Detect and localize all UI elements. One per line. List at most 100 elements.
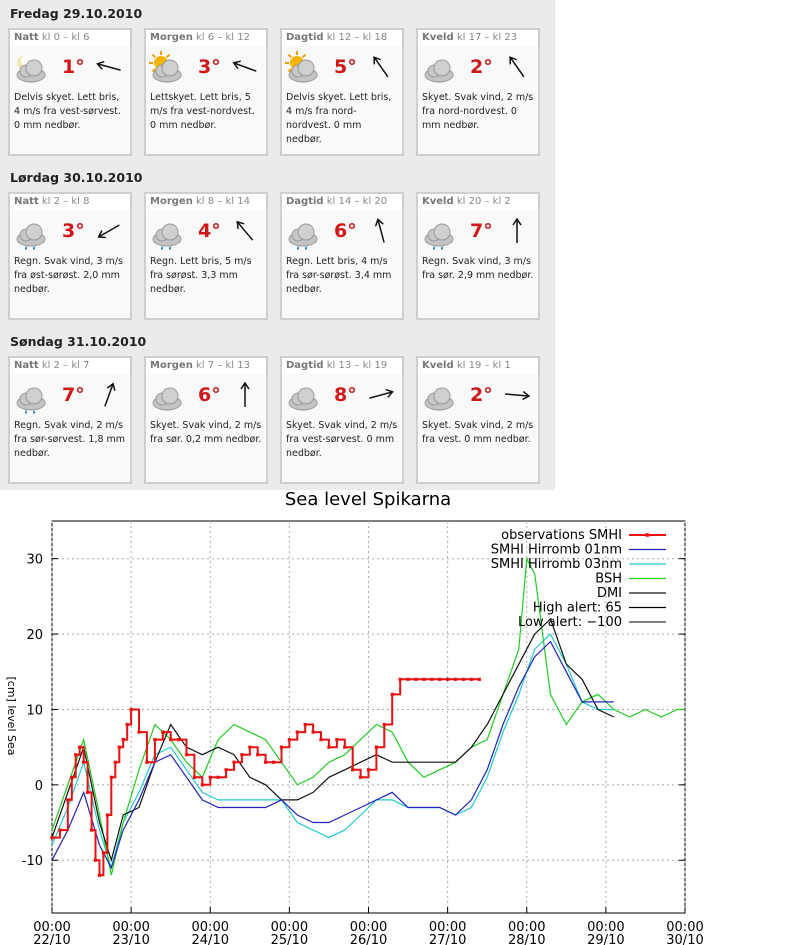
temperature: 7° <box>470 220 493 242</box>
legend-label: BSH <box>595 572 622 587</box>
data-point <box>169 738 173 742</box>
data-point <box>89 828 94 832</box>
rain-cloud-icon <box>148 214 186 252</box>
x-tick-time: 00:00 <box>271 920 308 935</box>
legend-marker <box>645 533 650 537</box>
data-point <box>121 738 125 742</box>
data-point <box>74 753 78 757</box>
period-name: Dagtid <box>286 360 324 371</box>
data-point <box>390 692 394 696</box>
data-point <box>137 730 141 734</box>
temperature: 1° <box>62 56 85 78</box>
wind-arrow-icon <box>366 380 396 410</box>
x-tick-time: 00:00 <box>350 920 387 935</box>
period-header: Kveld kl 19 – kl 1 <box>418 358 538 374</box>
y-tick-label: 0 <box>35 779 43 794</box>
cloud-icon <box>284 378 322 416</box>
data-point <box>86 790 90 794</box>
forecast-description: Regn. Lett bris, 5 m/s fra sørøst. 3,3 m… <box>150 256 252 295</box>
y-axis-label: [cm] level Sea <box>5 677 18 756</box>
data-point <box>271 760 276 764</box>
forecast-description: Skyet. Svak vind, 2 m/s fra sør. 0,2 mm … <box>150 420 262 445</box>
temperature: 6° <box>334 220 357 242</box>
forecast-description: Lettskyet. Lett bris, 5 m/s fra vest-nor… <box>150 92 255 131</box>
x-tick-time: 00:00 <box>429 920 466 935</box>
forecast-card: Kveld kl 19 – kl 1 2° Skyet. Svak vind, 2 … <box>416 356 540 484</box>
x-tick-date: 26/10 <box>350 933 387 945</box>
wind-arrow-icon <box>366 216 396 246</box>
period-time: kl 14 – kl 20 <box>326 196 388 207</box>
data-point <box>398 677 402 681</box>
data-point <box>382 722 386 727</box>
day-title: Lørdag 30.10.2010 <box>10 170 143 185</box>
period-name: Natt <box>14 32 39 43</box>
y-tick-label: 20 <box>26 628 43 643</box>
period-time: kl 20 – kl 2 <box>456 196 511 207</box>
forecast-card: Kveld kl 17 – kl 23 2° Skyet. Svak vind, 2… <box>416 28 540 156</box>
data-point <box>446 677 450 681</box>
data-point <box>153 738 157 742</box>
data-point <box>311 730 315 734</box>
period-time: kl 0 – kl 6 <box>41 32 90 43</box>
forecast-description: Delvis skyet. Lett bris, 4 m/s fra nord-… <box>286 92 392 145</box>
wind-arrow-icon <box>94 52 124 82</box>
period-name: Morgen <box>150 32 193 43</box>
data-point <box>422 677 426 681</box>
rain-cloud-icon <box>420 214 458 252</box>
data-point <box>184 753 189 757</box>
legend-label: High alert: 65 <box>533 601 622 616</box>
data-point <box>406 677 410 681</box>
period-header: Dagtid kl 14 – kl 20 <box>282 194 402 210</box>
period-name: Natt <box>14 196 39 207</box>
forecast-description: Regn. Svak vind, 2 m/s fra sør-sørvest. … <box>14 420 126 459</box>
data-point <box>240 753 244 757</box>
forecast-description: Regn. Lett bris, 4 m/s fra sør-sørøst. 3… <box>286 256 392 295</box>
wind-arrow-icon <box>502 380 532 410</box>
day-title: Søndag 31.10.2010 <box>10 334 147 349</box>
data-point <box>358 775 363 779</box>
chart-title: Sea level Spikarna <box>285 489 451 510</box>
data-point <box>469 677 473 681</box>
x-tick-time: 00:00 <box>666 920 703 935</box>
period-time: kl 7 – kl 13 <box>196 360 250 371</box>
period-header: Dagtid kl 12 – kl 18 <box>282 30 402 46</box>
legend-label: SMHI Hirromb 03nm <box>491 557 622 572</box>
temperature: 8° <box>334 384 357 406</box>
period-header: Morgen kl 7 – kl 13 <box>146 358 266 374</box>
period-time: kl 6 – kl 12 <box>196 32 250 43</box>
period-header: Natt kl 2 – kl 7 <box>10 358 130 374</box>
data-point <box>414 677 418 681</box>
temperature: 3° <box>198 56 221 78</box>
data-point <box>256 753 260 757</box>
series-line <box>51 617 615 863</box>
data-point <box>70 775 74 779</box>
cloud-icon <box>420 378 458 416</box>
data-point <box>82 760 86 764</box>
day-title: Fredag 29.10.2010 <box>10 6 143 21</box>
data-point <box>66 798 70 802</box>
series-line <box>52 678 480 877</box>
period-header: Morgen kl 8 – kl 14 <box>146 194 266 210</box>
y-tick-label: -10 <box>22 854 43 869</box>
wind-arrow-icon <box>230 52 260 82</box>
data-point <box>477 677 481 681</box>
temperature: 7° <box>62 384 85 406</box>
data-point <box>50 836 54 840</box>
legend-label: Low alert: −100 <box>518 615 622 630</box>
forecast-description: Skyet. Svak vind, 2 m/s fra vest-sørvest… <box>286 420 398 459</box>
data-point <box>343 745 347 749</box>
period-name: Kveld <box>422 32 454 43</box>
x-tick-date: 28/10 <box>508 933 545 945</box>
wind-arrow-icon <box>94 216 124 246</box>
x-tick-date: 27/10 <box>429 933 466 945</box>
period-time: kl 8 – kl 14 <box>196 196 250 207</box>
wind-arrow-icon <box>502 52 532 82</box>
period-time: kl 2 – kl 7 <box>41 360 90 371</box>
data-point <box>129 707 133 712</box>
temperature: 3° <box>62 220 85 242</box>
wind-arrow-icon <box>366 52 396 82</box>
data-point <box>101 851 106 855</box>
period-header: Dagtid kl 13 – kl 19 <box>282 358 402 374</box>
period-name: Dagtid <box>286 32 324 43</box>
temperature: 2° <box>470 384 493 406</box>
